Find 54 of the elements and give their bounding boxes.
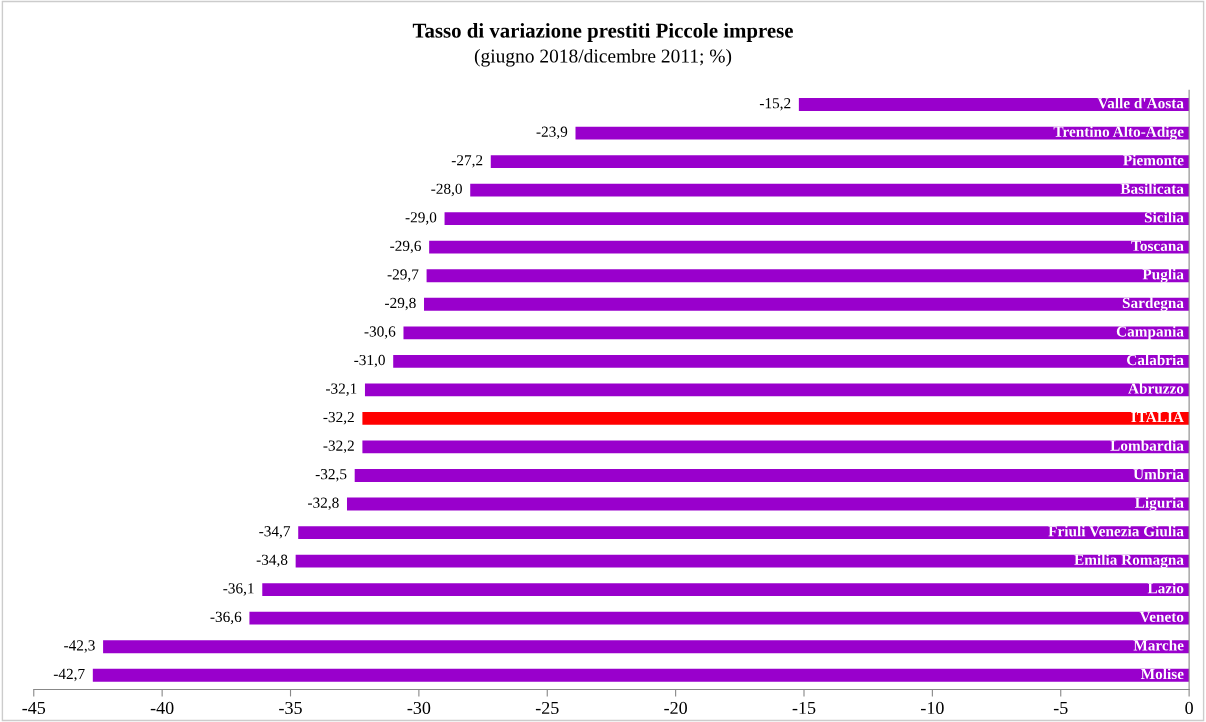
y-tick-label: Sicilia [1144,211,1184,223]
y-tick-label: Trentino Alto-Adige [1053,126,1184,141]
data-label: -31,0 [354,354,385,368]
data-label: -30,6 [364,326,396,339]
data-label: -32,2 [323,440,354,453]
y-tick-label: Molise [1140,668,1184,680]
data-label: -29,0 [405,212,437,225]
data-label: -32,2 [323,411,354,425]
data-label: -32,1 [326,383,357,396]
data-label: -29,8 [385,297,416,311]
data-label: -42,3 [64,640,95,653]
x-tick-label: -25 [535,701,559,715]
data-label: -23,9 [536,126,568,140]
x-tick-label: -5 [1053,702,1068,715]
y-tick-label: Umbria [1133,468,1184,480]
chart-subtitle: (giugno 2018/dicembre 2011; %) [474,48,732,67]
data-label: -34,8 [256,554,288,568]
y-tick-label: Valle d'Aosta [1097,97,1184,109]
x-tick-label: -35 [279,701,302,715]
data-label: -32,8 [308,497,339,511]
data-label: -42,7 [53,668,85,682]
y-tick-label: Abruzzo [1128,382,1184,394]
y-tick-label: Basilicata [1120,183,1184,194]
y-tick-label: Toscana [1131,240,1184,252]
x-tick-label: -10 [921,701,944,715]
x-tick-label: -20 [664,701,687,715]
y-tick-label: Veneto [1139,611,1184,623]
data-label: -29,7 [387,269,419,282]
y-tick-label: Liguria [1135,497,1184,512]
y-tick-label: Emilia Romagna [1074,554,1184,569]
x-tick-label: -15 [792,701,816,715]
x-tick-label: -40 [150,701,174,715]
data-label: -28,0 [431,183,462,197]
y-tick-label: Sardegna [1122,297,1184,312]
x-tick-label: 0 [1185,701,1193,715]
x-tick-label: -30 [407,701,431,715]
y-tick-label: Piemonte [1123,154,1184,166]
data-label: -32,5 [315,469,347,482]
data-label: -27,2 [451,155,483,168]
y-tick-label: Marche [1133,639,1184,651]
data-label: -15,2 [759,98,791,111]
y-tick-label: Puglia [1142,268,1184,283]
y-tick-label: Campania [1116,325,1184,340]
data-label: -34,7 [259,526,291,539]
y-tick-label: Lombardia [1110,440,1184,451]
y-tick-label: Lazio [1147,582,1184,594]
data-label: -29,6 [390,240,421,254]
chart-title: Tasso di variazione prestiti Piccole imprese [412,23,793,42]
data-label: -36,6 [210,611,242,625]
y-tick-label: Calabria [1127,354,1184,366]
y-tick-label: Friuli Venezia Giulia [1048,525,1184,537]
x-tick-label: -45 [22,701,46,715]
y-tick-label: ITALIA [1131,412,1184,423]
data-label: -36,1 [223,583,254,596]
